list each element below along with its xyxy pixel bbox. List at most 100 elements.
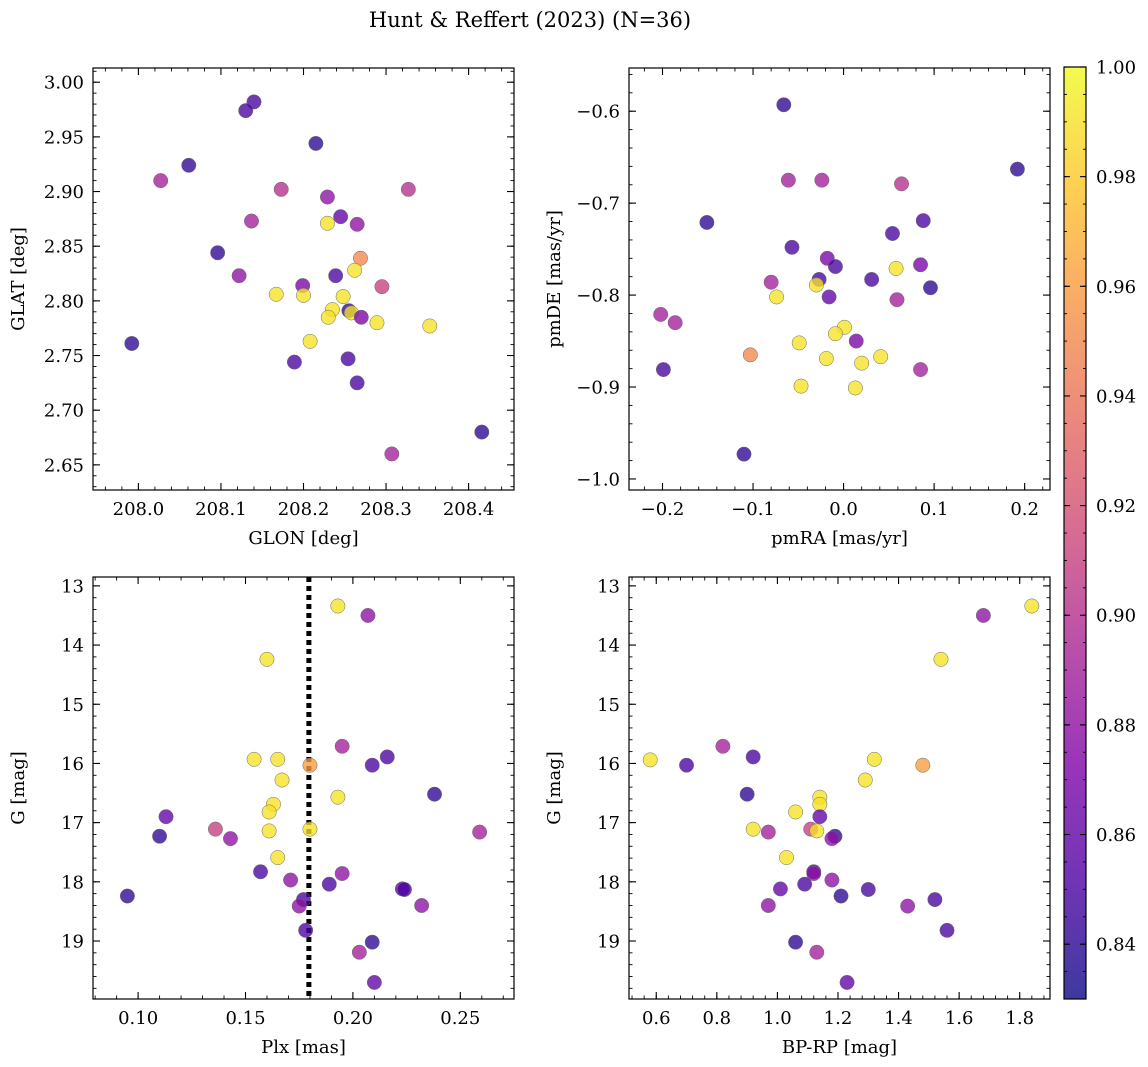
scatter-point (739, 786, 755, 802)
y-tick-label: 3.00 (44, 73, 84, 94)
x-tick-label: 0.15 (225, 1008, 265, 1029)
y-tick-label: 18 (597, 872, 620, 893)
scatter-point (153, 173, 169, 189)
scatter-point (223, 831, 238, 847)
y-axis-label: G [mag] (544, 751, 565, 824)
scatter-point (273, 181, 289, 197)
colorbar: 0.84 0.86 0.88 0.90 0.92 0.94 0.96 0.98 1.00 (1063, 58, 1136, 1000)
scatter-point (231, 268, 247, 284)
scatter-point (889, 292, 905, 308)
y-tick-label: 13 (597, 576, 620, 597)
scatter-point (642, 752, 658, 768)
y-tick-label: 19 (597, 931, 620, 952)
y-tick-label: −1.0 (576, 469, 620, 490)
x-tick-label: 1.0 (763, 1008, 792, 1029)
x-tick-label: 0.10 (118, 1008, 158, 1029)
scatter-point (923, 280, 938, 296)
y-tick-label: 2.85 (44, 237, 84, 258)
scatter-point (915, 213, 931, 229)
x-axis-label: Plx [mas] (261, 1037, 346, 1058)
scatter-point (321, 876, 337, 892)
scatter-point (699, 215, 715, 230)
scatter-point (824, 872, 840, 888)
scatter-point (780, 172, 796, 188)
colorbar-tick-label: 0.96 (1096, 277, 1136, 298)
scatter-point (788, 934, 804, 950)
y-tick-label: −0.7 (576, 194, 620, 215)
y-axis-label: GLAT [deg] (8, 227, 29, 331)
scatter-point (827, 326, 843, 342)
scatter-point (827, 259, 843, 275)
y-tick-label: 2.80 (44, 291, 84, 312)
y-tick-label: 15 (597, 695, 620, 716)
scatter-point (302, 821, 318, 837)
scatter-point (181, 157, 197, 173)
scatter-point (244, 213, 259, 229)
scatter-point (653, 306, 669, 322)
scatter-point (772, 881, 788, 897)
scatter-point (913, 257, 928, 273)
scatter-point (308, 135, 324, 151)
scatter-point (806, 866, 822, 881)
scatter-point (679, 757, 694, 773)
scatter-point (335, 289, 351, 304)
y-axis-label: pmDE [mas/yr] (544, 210, 565, 348)
colorbar-tick-label: 0.90 (1096, 606, 1136, 627)
scatter-point (374, 279, 390, 295)
scatter-point (821, 289, 837, 305)
x-tick-label: 1.4 (884, 1008, 913, 1029)
scatter-point (864, 272, 880, 287)
scatter-point (422, 318, 438, 334)
minor-ticks (629, 577, 1050, 999)
scatter-point (414, 898, 430, 913)
scatter-point (745, 749, 761, 765)
panel-pmra-pmde: −0.2 −0.1 0.0 0.1 0.2 −1.0 −0.9 −0.8 −0.7 −0.6 pmR… (544, 67, 1051, 549)
colorbar-tick-label: 0.94 (1096, 386, 1136, 407)
scatter-point (860, 882, 876, 897)
axes-frame (628, 576, 1051, 1000)
scatter-points (642, 598, 1040, 990)
y-tick-label: −0.6 (576, 102, 620, 123)
scatter-point (158, 809, 174, 825)
scatter-point (369, 315, 385, 331)
scatter-point (253, 864, 268, 880)
x-tick-label: 0.0 (829, 499, 858, 520)
scatter-point (366, 974, 382, 990)
scatter-point (474, 424, 490, 440)
scatter-point (353, 250, 368, 266)
y-tick-label: −0.8 (576, 286, 620, 307)
scatter-point (334, 866, 350, 881)
scatter-point (298, 922, 314, 938)
scatter-point (319, 189, 335, 205)
scatter-point (334, 738, 350, 754)
scatter-points (124, 94, 490, 462)
x-tick-label: 1.2 (824, 1008, 853, 1029)
y-tick-label: 18 (61, 872, 84, 893)
scatter-point (427, 786, 442, 802)
scatter-point (124, 336, 140, 351)
scatter-point (379, 749, 395, 765)
scatter-point (797, 876, 813, 892)
x-tick-label: 0.1 (920, 499, 949, 520)
scatter-point (814, 172, 830, 188)
scatter-point (302, 333, 318, 349)
scatter-point (274, 772, 290, 788)
scatter-point (330, 598, 346, 614)
colorbar-tick-label: 0.86 (1096, 825, 1136, 846)
scatter-point (320, 309, 336, 325)
scatter-point (283, 872, 299, 888)
scatter-point (210, 245, 226, 261)
scatter-point (667, 315, 683, 331)
y-tick-label: 16 (61, 754, 84, 775)
scatter-point (238, 103, 254, 119)
y-tick-label: 2.70 (44, 401, 84, 422)
scatter-point (360, 608, 376, 623)
scatter-point (975, 608, 991, 623)
scatter-point (760, 824, 776, 840)
scatter-point (915, 757, 931, 773)
x-tick-label: 0.25 (440, 1008, 480, 1029)
scatter-point (351, 944, 367, 960)
scatter-point (776, 97, 792, 113)
scatter-point (472, 824, 488, 840)
